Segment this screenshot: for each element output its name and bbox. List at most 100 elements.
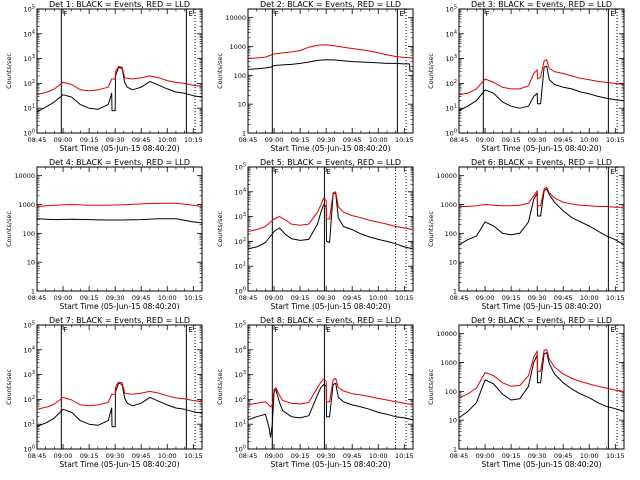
x-axis-label: Start Time (05-Jun-15 08:40:20): [271, 460, 391, 469]
y-tick-label: 10: [449, 417, 457, 425]
x-tick-label: 10:15: [184, 294, 203, 302]
flag-letter: E: [610, 10, 614, 18]
x-axis-label: Start Time (05-Jun-15 08:40:20): [482, 302, 602, 311]
x-tick-label: 09:15: [80, 136, 99, 144]
panel-title: Det 3: BLACK = Events, RED = LLD: [471, 0, 612, 9]
x-tick-label: 10:00: [369, 452, 388, 460]
flag-letter: F: [274, 168, 278, 176]
flag-letter: E: [399, 10, 403, 18]
y-axis-label: Counts/sec: [216, 369, 224, 405]
detector-panel-7: Det 7: BLACK = Events, RED = LLD Counts/s…: [5, 316, 203, 469]
y-axis-label: Counts/sec: [427, 211, 435, 247]
x-tick-label: 10:00: [158, 136, 177, 144]
flag-letter: E: [610, 326, 614, 334]
panel-title: Det 4: BLACK = Events, RED = LLD: [49, 158, 190, 167]
plot-frame: [247, 166, 414, 292]
x-tick-label: 09:45: [132, 294, 151, 302]
x-tick-label: 10:15: [395, 294, 414, 302]
flag-letter: E: [188, 326, 192, 334]
x-tick-label: 10:15: [606, 136, 625, 144]
x-tick-label: 09:30: [528, 136, 547, 144]
y-tick-label: 102: [446, 79, 457, 88]
panel-title: Det 7: BLACK = Events, RED = LLD: [49, 316, 190, 325]
y-tick-label: 10: [238, 101, 246, 109]
x-tick-label: 09:15: [80, 452, 99, 460]
x-tick-label: 10:15: [606, 294, 625, 302]
x-tick-label: 09:45: [554, 452, 573, 460]
y-tick-label: 103: [24, 54, 35, 63]
x-tick-label: 09:00: [265, 136, 284, 144]
y-tick-label: 103: [235, 212, 246, 221]
x-tick-label: 09:00: [476, 452, 495, 460]
lld-series-line: [36, 381, 203, 410]
detector-panel-9: Det 9: BLACK = Events, RED = LLD Counts/s…: [427, 316, 625, 469]
x-tick-label: 10:00: [158, 294, 177, 302]
x-tick-label: 08:45: [450, 294, 469, 302]
y-tick-label: 103: [235, 370, 246, 379]
y-tick-label: 105: [446, 5, 457, 14]
x-tick-label: 09:45: [554, 136, 573, 144]
lld-series-line: [459, 186, 624, 208]
detector-panel-2: Det 2: BLACK = Events, RED = LLD Counts/s…: [216, 0, 414, 153]
y-axis-label: Counts/sec: [427, 369, 435, 405]
y-tick-label: 105: [235, 163, 246, 172]
x-tick-label: 09:15: [291, 136, 310, 144]
y-axis-label: Counts/sec: [5, 369, 13, 405]
detector-panel-6: Det 6: BLACK = Events, RED = LLD Counts/s…: [427, 158, 625, 311]
x-tick-label: 08:45: [450, 452, 469, 460]
lld-series-line: [458, 349, 625, 399]
x-tick-label: 09:30: [528, 452, 547, 460]
x-tick-label: 09:15: [291, 452, 310, 460]
y-tick-label: 100: [24, 129, 35, 138]
x-tick-label: 10:15: [395, 136, 414, 144]
y-tick-label: 100: [235, 287, 246, 296]
lld-series-line: [247, 44, 414, 60]
y-tick-label: 101: [24, 420, 35, 429]
y-tick-label: 100: [234, 72, 246, 80]
y-tick-label: 1: [453, 288, 457, 296]
y-tick-label: 104: [24, 29, 35, 38]
lld-series-line: [247, 191, 414, 232]
x-tick-label: 09:15: [80, 294, 99, 302]
x-tick-label: 10:15: [606, 452, 625, 460]
detector-panel-8: Det 8: BLACK = Events, RED = LLD Counts/s…: [216, 316, 414, 469]
detector-panel-1: Det 1: BLACK = Events, RED = LLD Counts/s…: [5, 0, 203, 153]
x-axis-label: Start Time (05-Jun-15 08:40:20): [60, 144, 180, 153]
events-series-line: [36, 66, 203, 113]
y-tick-label: 102: [24, 395, 35, 404]
y-tick-label: 101: [235, 262, 246, 271]
x-tick-label: 08:45: [450, 136, 469, 144]
x-tick-label: 09:45: [343, 294, 362, 302]
y-tick-label: 1000: [440, 201, 457, 209]
x-tick-label: 09:30: [106, 136, 125, 144]
events-series-line: [36, 382, 203, 428]
panel-title: Det 5: BLACK = Events, RED = LLD: [260, 158, 401, 167]
y-tick-label: 102: [235, 237, 246, 246]
panel-title: Det 1: BLACK = Events, RED = LLD: [49, 0, 190, 9]
x-tick-label: 08:45: [28, 452, 47, 460]
y-tick-label: 100: [23, 230, 35, 238]
x-tick-label: 09:00: [54, 452, 73, 460]
plot-frame: [458, 324, 625, 450]
x-axis-label: Start Time (05-Jun-15 08:40:20): [482, 144, 602, 153]
events-series-line: [36, 218, 203, 224]
x-tick-label: 09:00: [265, 294, 284, 302]
detector-panel-3: Det 3: BLACK = Events, RED = LLD Counts/s…: [427, 0, 625, 153]
x-tick-label: 09:00: [265, 452, 284, 460]
x-tick-label: 10:00: [369, 136, 388, 144]
flag-letter: F: [274, 326, 278, 334]
x-axis-label: Start Time (05-Jun-15 08:40:20): [271, 302, 391, 311]
y-tick-label: 104: [235, 345, 246, 354]
x-tick-label: 10:15: [395, 452, 414, 460]
x-axis-label: Start Time (05-Jun-15 08:40:20): [60, 460, 180, 469]
x-tick-label: 08:45: [239, 294, 258, 302]
y-tick-label: 1000: [440, 359, 457, 367]
y-tick-label: 100: [235, 445, 246, 454]
x-tick-label: 10:00: [158, 452, 177, 460]
y-axis-label: Counts/sec: [5, 53, 13, 89]
y-tick-label: 100: [445, 388, 457, 396]
y-axis-label: Counts/sec: [216, 53, 224, 89]
plot-frame: [458, 8, 625, 134]
plot-frame: [458, 166, 625, 292]
